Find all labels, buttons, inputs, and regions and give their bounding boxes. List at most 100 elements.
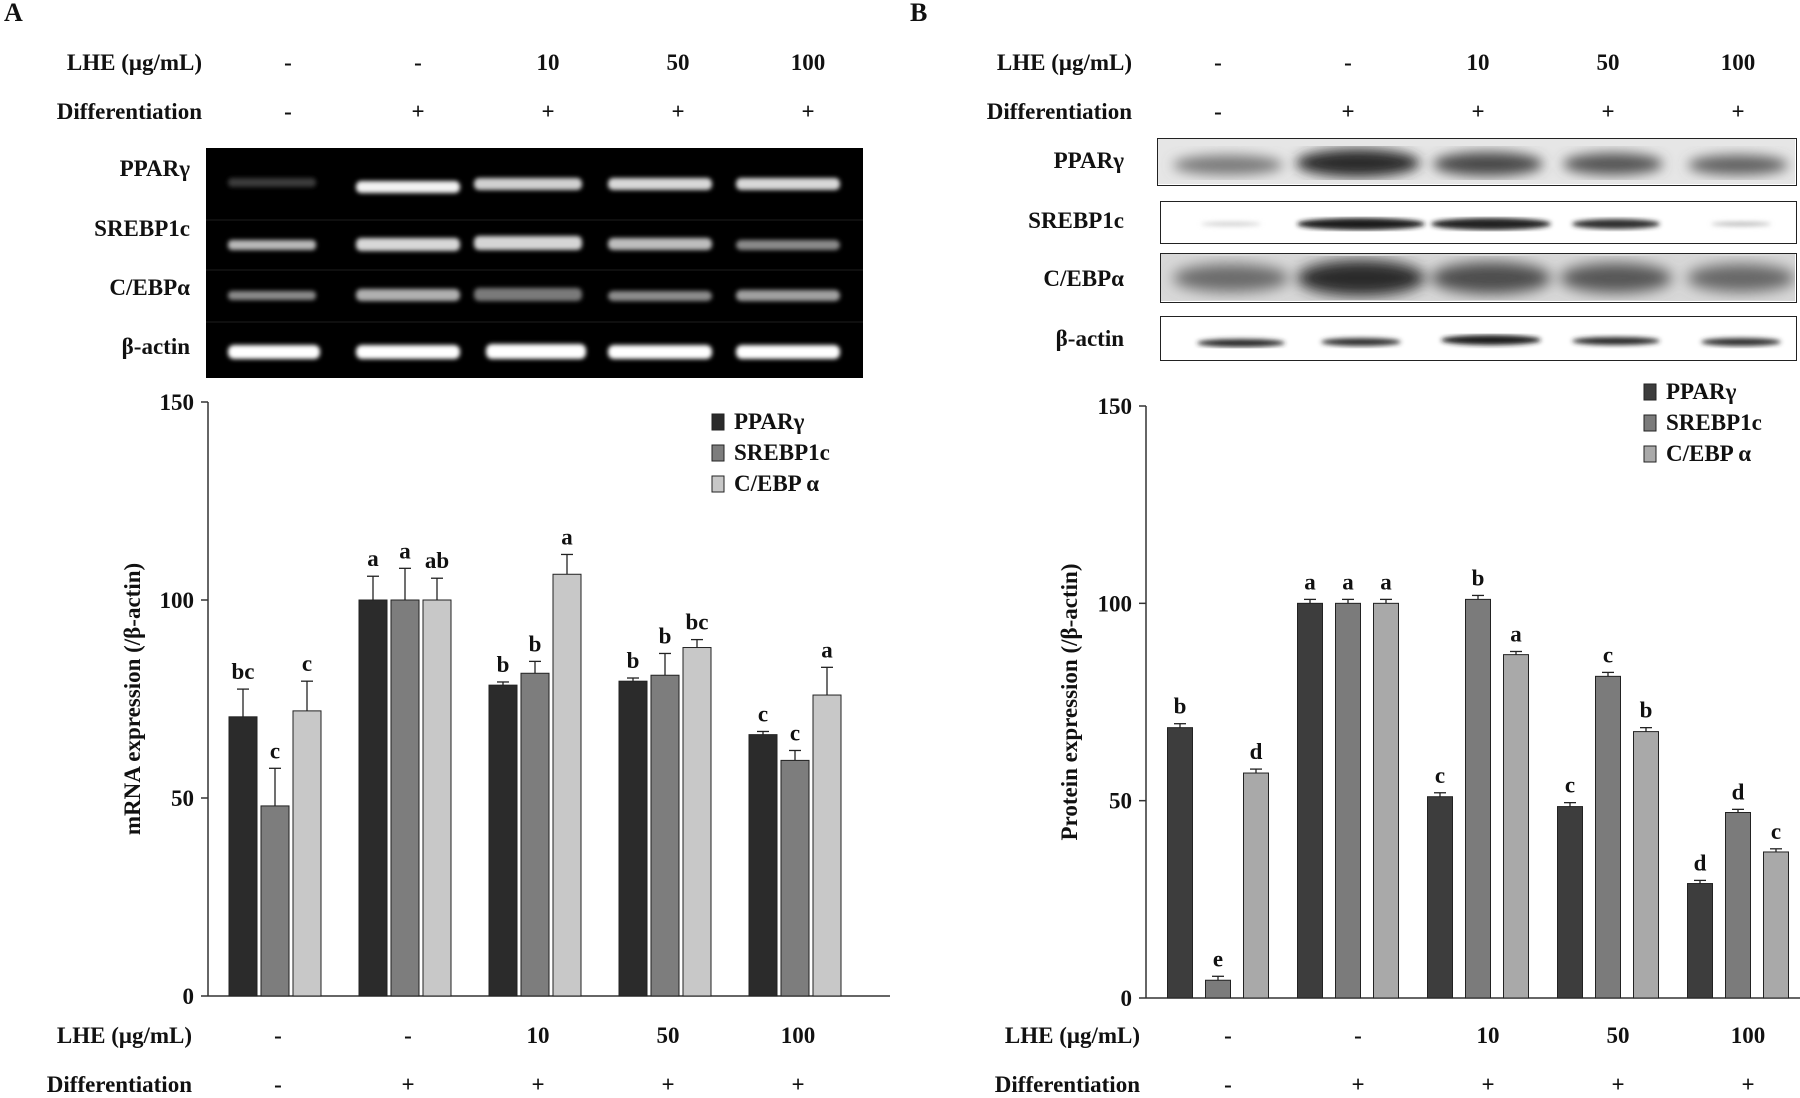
significance-letter: a [1380,569,1392,594]
bar [422,599,452,997]
panel-b-diff-label: Differentiation [986,99,1132,124]
significance-letter: d [1250,739,1263,764]
panel-b-diff-value: + [1731,99,1745,124]
panel-b-bottom-diff-value: + [1481,1072,1495,1097]
significance-letter: a [367,546,379,571]
y-tick-label: 100 [160,588,195,613]
panel-a-bottom-lhe-value: - [404,1023,412,1048]
bar [1725,812,1751,999]
panel-b-diff-value: + [1601,99,1615,124]
panel-a-bottom-diff-value: - [274,1072,282,1097]
bar [260,805,290,997]
panel-a-band-label-ppar: PPARγ [119,156,190,181]
panel-a-bottom-diff-label: Differentiation [46,1072,192,1097]
significance-letter: bc [686,610,709,635]
bar [292,710,322,997]
legend-label: C/EBP α [734,471,819,496]
significance-letter: c [1435,763,1445,788]
panel-a-gel-bands [206,178,863,359]
panel-a-bottom-diff-value: + [661,1072,675,1097]
panel-b-bottom-lhe-value: 50 [1606,1023,1630,1048]
legend-swatch [711,444,725,462]
significance-letter: a [821,637,833,662]
panel-a-bottom-diff-value: + [791,1072,805,1097]
significance-letter: b [529,631,542,656]
panel-b-blot-srebp [1160,201,1797,244]
significance-letter: c [302,651,312,676]
bar [1687,883,1713,999]
panel-b-bottom-diff-value: + [1611,1072,1625,1097]
bar [1427,796,1453,999]
panel-a-bottom-diff-value: + [531,1072,545,1097]
bar [228,716,258,997]
panel-b-bar-chart: 0 50 100 150 Protein expression (/β-actin) b a… [1057,379,1800,1011]
panel-b-band-label-actin: β-actin [1055,326,1124,351]
panel-b-blot-ppar-bands [1158,139,1795,184]
panel-a-bottom-lhe-value: 100 [780,1023,816,1048]
significance-letter: b [1472,565,1485,590]
panel-a-diff-value: - [284,99,292,124]
y-tick-label: 0 [183,984,195,1009]
significance-letter: d [1732,779,1745,804]
bar [682,647,712,997]
significance-letter: b [1640,698,1653,723]
y-axis-label: Protein expression (/β-actin) [1057,563,1082,840]
panel-a-diff-value: + [801,99,815,124]
significance-letter: e [1213,946,1223,971]
legend-label: PPARγ [734,409,805,434]
significance-letter: ab [425,548,449,573]
bar [1205,979,1231,999]
legend-swatch [1643,445,1657,463]
panel-a-band-label-actin: β-actin [121,334,190,359]
panel-b-bottom-lhe-value: 100 [1730,1023,1766,1048]
panel-a-lhe-value: 10 [536,50,560,75]
panel-a-bottom-diff-value: + [401,1072,415,1097]
panel-b-diff-value: + [1471,99,1485,124]
y-tick-label: 0 [1121,986,1133,1011]
bar [1167,727,1193,999]
panel-b-blot-cebp-bands [1161,254,1795,301]
panel-a-band-label-cebp: C/EBPα [109,275,190,300]
significance-letter: a [561,524,573,549]
panel-a-lhe-value: 100 [790,50,826,75]
panel-a-lhe-value: 50 [666,50,690,75]
panel-b-diff-value: - [1214,99,1222,124]
bar [1595,675,1621,999]
significance-letter: b [659,623,672,648]
panel-a-diff-value: + [411,99,425,124]
panel-a-diff-value: + [541,99,555,124]
panel-b-blot-actin [1160,316,1797,361]
panel-b-band-label-srebp: SREBP1c [1028,208,1124,233]
y-tick-label: 100 [1098,591,1133,616]
significance-letter: b [497,652,510,677]
panel-b-blot-ppar [1157,138,1797,186]
panel-a-bottom-lhe-value: 50 [656,1023,680,1048]
significance-letter: c [270,738,280,763]
significance-letter: b [1174,694,1187,719]
significance-letter: c [1771,819,1781,844]
panel-a-gel-image [206,148,863,378]
legend-swatch [711,475,725,493]
bar [1503,654,1529,999]
panel-a-lhe-value: - [414,50,422,75]
panel-a-band-label-srebp: SREBP1c [94,216,190,241]
panel-b-blot-srebp-bands [1201,218,1771,230]
bar [390,599,420,997]
legend-swatch [1643,383,1657,401]
bar [650,674,680,997]
panel-b-band-label-ppar: PPARγ [1053,148,1124,173]
panel-a-letter: A [4,0,23,27]
bar [488,684,518,997]
panel-a-bottom-lhe-value: - [274,1023,282,1048]
significance-letter: b [627,648,640,673]
panel-b-lhe-label: LHE (μg/mL) [996,50,1132,75]
significance-letter: a [399,538,411,563]
panel-a-diff-label: Differentiation [56,99,202,124]
bar [1373,602,1399,999]
bar [1633,731,1659,999]
significance-letter: c [1565,773,1575,798]
panel-b-lhe-value: 50 [1596,50,1620,75]
bar [1335,602,1361,999]
legend-label: PPARγ [1666,379,1737,404]
significance-letter: c [758,701,768,726]
